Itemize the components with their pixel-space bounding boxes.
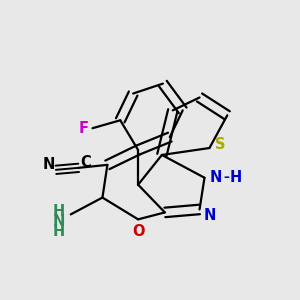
Text: N: N	[210, 170, 222, 185]
Text: –: –	[224, 171, 230, 184]
Text: N: N	[204, 208, 216, 223]
Text: F: F	[79, 121, 88, 136]
Text: H: H	[53, 204, 65, 219]
Text: C: C	[81, 155, 92, 170]
Text: S: S	[215, 137, 226, 152]
Text: O: O	[132, 224, 144, 239]
Text: H: H	[230, 170, 242, 185]
Text: H: H	[53, 224, 65, 239]
Text: N: N	[53, 214, 65, 229]
Text: N: N	[42, 157, 55, 172]
